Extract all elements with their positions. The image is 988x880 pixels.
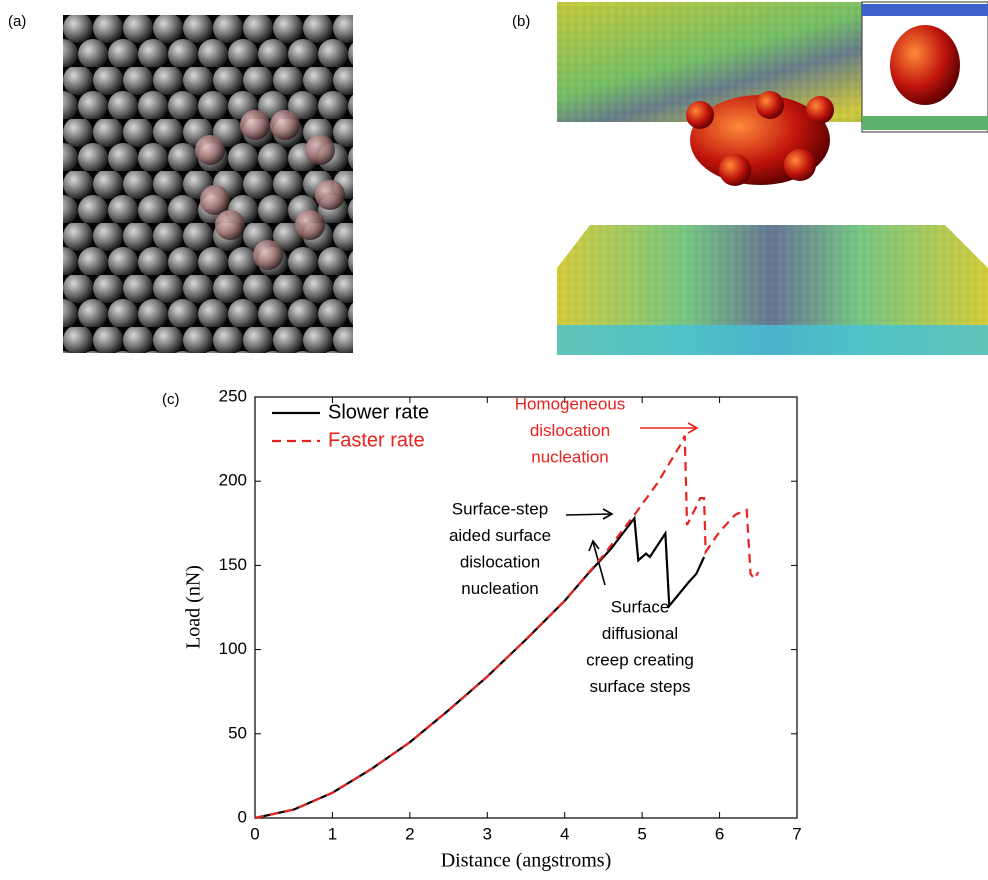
annotation: Homogeneous (515, 394, 626, 413)
annotation: aided surface (449, 526, 551, 545)
annotation: nucleation (461, 579, 539, 598)
x-tick-label: 5 (637, 824, 646, 843)
annotation: Surface (611, 597, 670, 616)
y-tick-label: 250 (219, 386, 247, 405)
y-tick-label: 50 (228, 723, 247, 742)
x-axis-title: Distance (angstroms) (441, 850, 612, 872)
x-tick-label: 4 (560, 824, 569, 843)
legend-label: Faster rate (328, 429, 425, 451)
x-tick-label: 0 (250, 824, 259, 843)
panel-label: (c) (162, 391, 180, 408)
x-tick-label: 6 (715, 824, 724, 843)
panel-label: (a) (8, 13, 26, 30)
dislocation-cluster (686, 91, 834, 186)
y-axis-title: Load (nN) (183, 565, 205, 649)
annotation: dislocation (530, 421, 610, 440)
y-tick-label: 200 (219, 471, 247, 490)
annotation: surface steps (589, 677, 690, 696)
annotation: creep creating (586, 650, 694, 669)
x-tick-label: 7 (792, 824, 801, 843)
legend-label: Slower rate (328, 401, 429, 423)
y-tick-label: 0 (238, 807, 247, 826)
bottom-edge (557, 325, 988, 355)
annotation: dislocation (460, 552, 540, 571)
x-tick-label: 2 (405, 824, 414, 843)
atom-image (63, 15, 353, 353)
y-tick-label: 100 (219, 639, 247, 658)
plot-frame (255, 397, 797, 818)
inset-cluster (890, 25, 960, 105)
x-tick-label: 1 (328, 824, 337, 843)
y-tick-label: 150 (219, 555, 247, 574)
figure: (a) (b) (c) Distance (angstroms) Load (n… (0, 0, 988, 880)
panel-label: (b) (512, 13, 530, 30)
inset-top (862, 4, 988, 16)
annotation: Surface-step (452, 499, 548, 518)
annotation: nucleation (531, 447, 609, 466)
x-tick-label: 3 (483, 824, 492, 843)
annotation: diffusional (602, 624, 678, 643)
data-line (255, 436, 758, 818)
inset-bottom (862, 116, 988, 130)
